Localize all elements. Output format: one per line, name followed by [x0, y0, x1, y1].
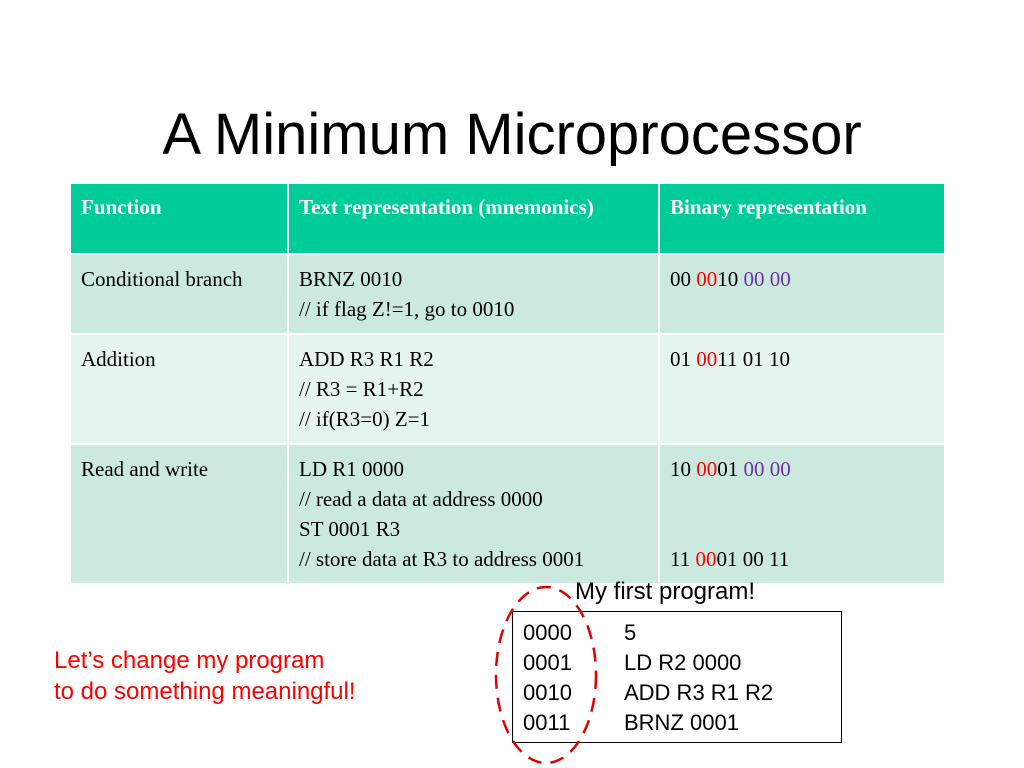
- binary-line: 00 0010 00 00: [670, 264, 934, 294]
- function-cell: Addition: [69, 333, 289, 445]
- address-highlight-oval: [494, 585, 598, 765]
- program-caption: My first program!: [575, 578, 756, 605]
- line-spacer: [670, 484, 934, 514]
- binary-segment: 11: [670, 547, 696, 571]
- binary-cell: 01 0011 01 10: [658, 333, 946, 445]
- binary-cell: 10 0001 00 00 11 0001 00 11: [658, 443, 946, 585]
- binary-segment: 01 00 11: [716, 547, 790, 571]
- program-address: 0011: [523, 710, 571, 735]
- binary-segment: 10: [717, 267, 744, 291]
- mnemonic-line: // store data at R3 to address 0001: [299, 547, 585, 571]
- binary-segment-operand: 00 00: [743, 267, 791, 291]
- mnemonic-line: // R3 = R1+R2: [299, 377, 424, 401]
- program-instruction: 5: [624, 620, 637, 645]
- binary-line: 01 0011 01 10: [670, 344, 934, 374]
- program-listing: 0000 5 0001 LD R2 0000 0010 ADD R3 R1 R2…: [512, 611, 842, 743]
- binary-segment: 01: [717, 457, 744, 481]
- header-function: Function: [69, 182, 289, 255]
- program-instruction: BRNZ 0001: [624, 710, 739, 735]
- binary-segment-operand: 00 00: [743, 457, 791, 481]
- table-row: Addition ADD R3 R1 R2 // R3 = R1+R2 // i…: [69, 333, 946, 445]
- program-address: 0001: [523, 650, 572, 675]
- mnemonic-line: BRNZ 0010: [299, 267, 403, 291]
- binary-segment: 10: [670, 457, 697, 481]
- binary-line: 10 0001 00 00: [670, 454, 934, 484]
- binary-segment: 11 01 10: [717, 347, 790, 371]
- program-instruction: LD R2 0000: [624, 650, 742, 675]
- mnemonic-line: // if(R3=0) Z=1: [299, 407, 431, 431]
- function-cell: Read and write: [69, 443, 289, 585]
- program-address: 0010: [523, 680, 572, 705]
- mnemonic-cell: BRNZ 0010 // if flag Z!=1, go to 0010: [287, 253, 660, 335]
- binary-cell: 00 0010 00 00: [658, 253, 946, 335]
- mnemonic-line: ST 0001 R3: [299, 517, 401, 541]
- note-line: Let’s change my program: [54, 647, 325, 674]
- binary-segment-highlight: 00: [696, 457, 718, 481]
- binary-line: 11 0001 00 11: [670, 544, 934, 574]
- annotation-note: Let’s change my program to do something …: [54, 645, 356, 707]
- header-binary-representation: Binary representation: [658, 182, 946, 255]
- mnemonic-line: ADD R3 R1 R2: [299, 347, 434, 371]
- binary-segment-highlight: 00: [695, 547, 717, 571]
- line-spacer: [670, 514, 934, 544]
- mnemonic-line: // if flag Z!=1, go to 0010: [299, 297, 515, 321]
- table-row: Conditional branch BRNZ 0010 // if flag …: [69, 253, 946, 335]
- binary-segment: 01: [670, 347, 697, 371]
- mnemonic-line: // read a data at address 0000: [299, 487, 543, 511]
- instruction-table: Function Text representation (mnemonics)…: [69, 182, 946, 585]
- table-row: Read and write LD R1 0000 // read a data…: [69, 443, 946, 585]
- header-text-representation: Text representation (mnemonics): [287, 182, 660, 255]
- program-address: 0000: [523, 620, 572, 645]
- function-cell: Conditional branch: [69, 253, 289, 335]
- mnemonic-cell: ADD R3 R1 R2 // R3 = R1+R2 // if(R3=0) Z…: [287, 333, 660, 445]
- mnemonic-cell: LD R1 0000 // read a data at address 000…: [287, 443, 660, 585]
- binary-segment-highlight: 00: [696, 267, 718, 291]
- note-line: to do something meaningful!: [54, 678, 356, 705]
- program-instruction: ADD R3 R1 R2: [624, 680, 774, 705]
- binary-segment-highlight: 00: [696, 347, 718, 371]
- table-header-row: Function Text representation (mnemonics)…: [69, 182, 946, 255]
- mnemonic-line: LD R1 0000: [299, 457, 404, 481]
- binary-segment: 00: [670, 267, 697, 291]
- slide-title: A Minimum Microprocessor: [162, 102, 862, 167]
